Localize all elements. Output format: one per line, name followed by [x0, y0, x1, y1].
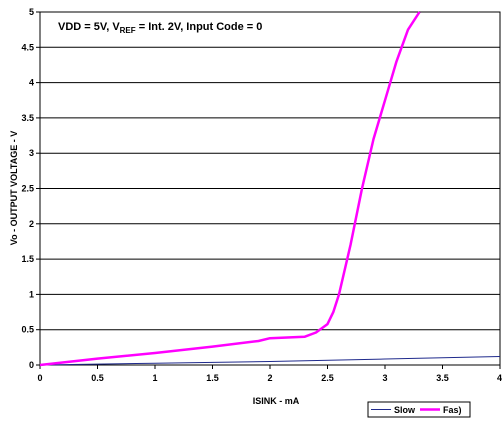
legend-label-slow: Slow	[394, 405, 416, 415]
x-tick-label: 3.5	[436, 373, 449, 383]
chart-annotation: VDD = 5V, VREF = Int. 2V, Input Code = 0	[58, 21, 262, 35]
x-tick-label: 4	[497, 373, 502, 383]
y-tick-label: 5	[29, 7, 34, 17]
x-tick-label: 2	[267, 373, 272, 383]
y-tick-label: 0	[29, 360, 34, 370]
x-tick-label: 3	[382, 373, 387, 383]
y-axis-ticks: 0 0.5 1 1.5 2 2.5 3 3.5 4 4.5 5	[21, 7, 40, 370]
x-tick-label: 1	[152, 373, 157, 383]
annotation-rest: = Int. 2V, Input Code = 0	[136, 21, 263, 33]
y-tick-label: 4	[29, 78, 34, 88]
x-tick-label: 0.5	[91, 373, 104, 383]
x-tick-label: 0	[37, 373, 42, 383]
legend: Slow Fas)	[367, 401, 471, 418]
gridlines	[40, 46, 500, 331]
y-tick-label: 3.5	[21, 113, 34, 123]
annotation-ref-subscript: REF	[120, 26, 136, 35]
annotation-vdd: VDD = 5V, V	[58, 21, 120, 33]
y-tick-label: 2	[29, 219, 34, 229]
legend-label-fast: Fas)	[443, 405, 462, 415]
y-tick-label: 0.5	[21, 325, 34, 335]
series-layer	[39, 11, 501, 367]
x-tick-label: 2.5	[321, 373, 334, 383]
x-axis-title: ISINK - mA	[253, 396, 300, 406]
y-tick-label: 4.5	[21, 42, 34, 52]
x-axis-ticks: 0 0.5 1 1.5 2 2.5 3 3.5 4	[37, 365, 502, 383]
y-tick-label: 2.5	[21, 184, 34, 194]
x-tick-label: 1.5	[206, 373, 219, 383]
series-fast-line	[39, 11, 421, 367]
y-axis-title: Vo - OUTPUT VOLTAGE - V	[9, 131, 19, 246]
y-tick-label: 1	[29, 289, 34, 299]
y-tick-label: 1.5	[21, 254, 34, 264]
y-tick-label: 3	[29, 148, 34, 158]
legend-box	[367, 401, 471, 418]
series-slow-line	[39, 356, 501, 366]
